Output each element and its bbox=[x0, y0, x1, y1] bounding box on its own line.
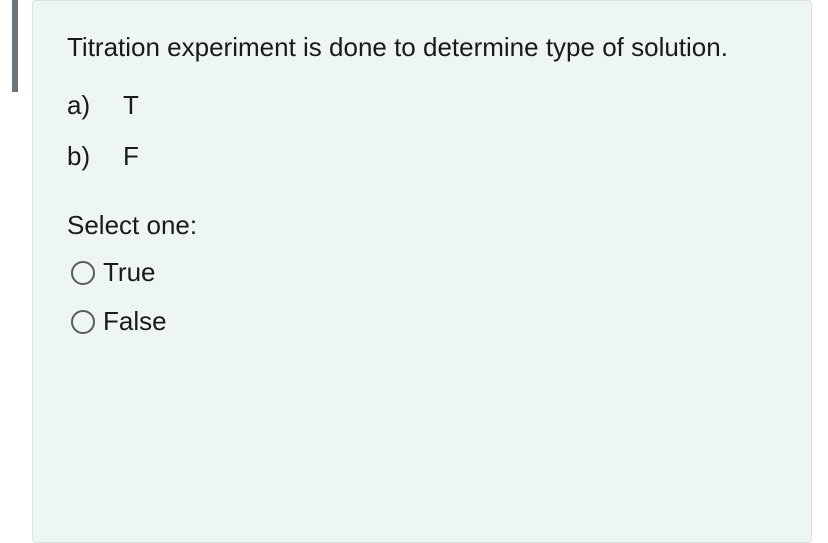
answer-key-row: b) F bbox=[67, 138, 777, 176]
question-text: Titration experiment is done to determin… bbox=[67, 29, 777, 67]
radio-option-true[interactable]: True bbox=[71, 257, 777, 288]
question-container: Titration experiment is done to determin… bbox=[0, 0, 828, 543]
radio-group: True False bbox=[67, 257, 777, 337]
answer-key-row: a) T bbox=[67, 87, 777, 125]
option-letter: a) bbox=[67, 87, 123, 125]
option-letter: b) bbox=[67, 138, 123, 176]
option-value: F bbox=[123, 138, 139, 176]
select-prompt: Select one: bbox=[67, 210, 777, 241]
option-value: T bbox=[123, 87, 139, 125]
radio-label: False bbox=[103, 306, 167, 337]
question-card: Titration experiment is done to determin… bbox=[32, 0, 812, 543]
radio-label: True bbox=[103, 257, 156, 288]
answer-key-list: a) T b) F bbox=[67, 87, 777, 176]
radio-circle-icon bbox=[71, 310, 95, 334]
left-accent-bar bbox=[12, 0, 18, 92]
radio-option-false[interactable]: False bbox=[71, 306, 777, 337]
radio-circle-icon bbox=[71, 261, 95, 285]
